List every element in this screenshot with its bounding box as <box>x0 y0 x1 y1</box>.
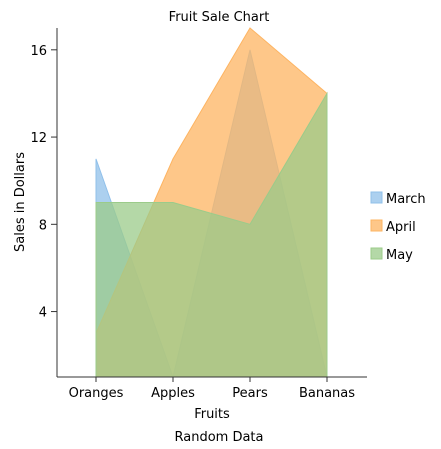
legend-label-may: May <box>386 248 413 263</box>
x-tick-label: Pears <box>232 386 268 401</box>
legend-label-march: March <box>386 192 426 207</box>
legend-swatch-may <box>370 247 383 260</box>
y-tick-label: 16 <box>30 44 47 59</box>
chart-title: Fruit Sale Chart <box>169 10 270 25</box>
y-tick-label: 12 <box>30 131 47 146</box>
x-tick-label: Apples <box>151 386 195 401</box>
y-tick-label: 8 <box>39 218 47 233</box>
chart-footer: Random Data <box>175 430 264 445</box>
series-layer <box>95 27 328 379</box>
y-axis-ticks: 4 8 12 16 <box>30 44 57 321</box>
x-tick-label: Bananas <box>299 386 355 401</box>
x-axis-label: Fruits <box>194 407 230 422</box>
y-axis-label: Sales in Dollars <box>13 152 28 252</box>
legend-label-april: April <box>386 220 416 235</box>
x-axis-ticks: Oranges Apples Pears Bananas <box>69 377 355 401</box>
legend-swatch-march <box>370 191 383 204</box>
legend: March April May <box>370 191 426 263</box>
legend-swatch-april <box>370 219 383 232</box>
x-tick-label: Oranges <box>69 386 124 401</box>
y-tick-label: 4 <box>39 306 47 321</box>
